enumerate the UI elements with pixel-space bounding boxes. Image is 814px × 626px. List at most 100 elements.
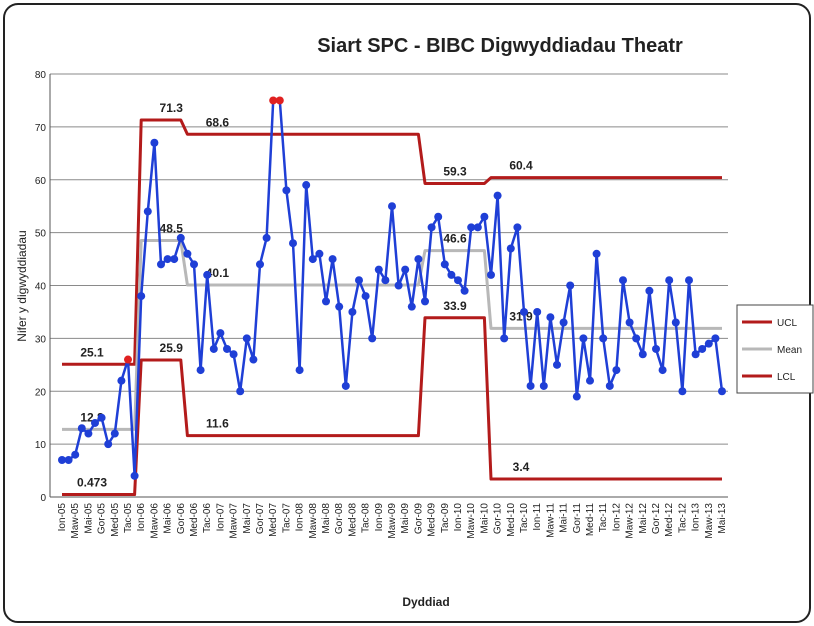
x-tick-label: Mai-11 xyxy=(559,503,570,533)
data-point xyxy=(592,249,601,258)
level-label: 3.4 xyxy=(513,460,530,474)
x-tick-label: Ion-06 xyxy=(136,503,147,532)
data-point xyxy=(262,233,271,242)
data-point xyxy=(295,366,304,375)
y-axis-label: Nifer y digwyddiadau xyxy=(15,230,29,341)
data-point xyxy=(236,387,245,396)
level-label: 68.6 xyxy=(206,115,230,129)
x-tick-label: Mai-13 xyxy=(717,503,728,534)
x-tick-label: Gor-09 xyxy=(413,503,424,535)
level-label: 0.473 xyxy=(77,475,107,489)
x-tick-label: Med-09 xyxy=(427,503,438,537)
data-point xyxy=(190,260,198,269)
x-tick-label: Med-08 xyxy=(347,503,358,537)
data-point xyxy=(196,366,205,375)
data-point xyxy=(638,350,647,359)
data-point xyxy=(137,292,146,301)
data-point xyxy=(328,255,337,264)
x-tick-label: Ion-11 xyxy=(532,503,543,531)
data-point xyxy=(249,355,258,364)
x-tick-label: Maw-10 xyxy=(466,503,477,539)
data-point xyxy=(473,223,482,232)
data-point xyxy=(183,249,192,258)
data-point xyxy=(480,212,489,221)
data-point xyxy=(163,255,172,264)
y-tick-label: 10 xyxy=(35,440,47,451)
data-point xyxy=(704,339,713,348)
data-point xyxy=(421,297,429,306)
data-point xyxy=(341,381,350,390)
y-tick-label: 80 xyxy=(35,70,47,81)
data-point xyxy=(275,96,284,105)
data-point xyxy=(566,281,575,290)
x-tick-label: Tac-07 xyxy=(281,503,292,533)
legend-label: UCL xyxy=(777,318,797,329)
data-point xyxy=(117,376,126,385)
x-tick-label: Maw-12 xyxy=(625,503,636,539)
level-label: 25.1 xyxy=(80,345,104,359)
x-tick-label: Gor-07 xyxy=(255,503,266,535)
data-point xyxy=(143,207,152,216)
data-point xyxy=(229,350,238,359)
data-point xyxy=(269,96,278,105)
x-tick-label: Tac-06 xyxy=(202,503,213,533)
data-point xyxy=(289,239,297,248)
level-label: 25.9 xyxy=(160,341,184,355)
x-tick-label: Med-10 xyxy=(506,503,517,537)
x-tick-label: Mai-10 xyxy=(479,503,490,534)
data-point xyxy=(467,223,476,232)
y-tick-label: 70 xyxy=(35,123,47,134)
x-tick-label: Maw-07 xyxy=(229,503,240,539)
x-tick-label: Tac-11 xyxy=(598,503,609,533)
data-point xyxy=(91,418,99,427)
data-point xyxy=(170,255,179,264)
data-point xyxy=(71,450,80,459)
data-point xyxy=(157,260,165,269)
x-tick-label: Ion-09 xyxy=(374,503,385,532)
data-point xyxy=(487,270,495,279)
level-label: 59.3 xyxy=(443,164,467,178)
data-point xyxy=(388,202,396,211)
x-tick-label: Gor-12 xyxy=(651,503,662,535)
data-point xyxy=(599,334,608,343)
data-point xyxy=(335,302,344,311)
x-tick-label: Ion-10 xyxy=(453,503,464,532)
x-tick-label: Gor-08 xyxy=(334,503,345,535)
x-tick-label: Ion-12 xyxy=(611,503,622,532)
data-point xyxy=(104,440,113,449)
data-point xyxy=(691,350,700,359)
x-tick-label: Tac-12 xyxy=(677,503,688,533)
data-point xyxy=(572,392,581,401)
x-tick-label: Tac-05 xyxy=(123,503,134,533)
level-label: 60.4 xyxy=(509,159,533,173)
legend-label: Mean xyxy=(777,345,802,356)
chart-title: Siart SPC - BIBC Digwyddiadau Theatr xyxy=(317,35,683,57)
data-point xyxy=(77,424,86,433)
x-tick-label: Gor-06 xyxy=(176,503,187,535)
x-tick-label: Med-11 xyxy=(585,503,596,537)
data-point xyxy=(256,260,264,269)
x-tick-label: Med-05 xyxy=(110,503,121,537)
x-tick-label: Ion-07 xyxy=(215,503,226,532)
y-tick-label: 60 xyxy=(35,176,47,187)
data-point xyxy=(381,276,390,285)
data-point xyxy=(559,318,568,327)
data-point xyxy=(58,455,66,464)
data-point xyxy=(203,270,212,279)
x-tick-label: Tac-08 xyxy=(361,503,372,533)
data-point xyxy=(619,276,627,285)
data-point xyxy=(223,344,231,353)
level-label: 48.5 xyxy=(160,222,184,236)
x-tick-label: Mai-07 xyxy=(242,503,253,534)
data-point xyxy=(407,302,416,311)
y-tick-label: 40 xyxy=(35,282,47,293)
data-point xyxy=(579,334,588,343)
level-label: 11.6 xyxy=(206,417,229,431)
x-tick-label: Mai-05 xyxy=(83,503,94,534)
data-point xyxy=(698,344,707,353)
x-tick-label: Ion-13 xyxy=(691,503,702,532)
data-point xyxy=(401,265,410,274)
data-point xyxy=(513,223,522,232)
data-point xyxy=(665,276,674,285)
